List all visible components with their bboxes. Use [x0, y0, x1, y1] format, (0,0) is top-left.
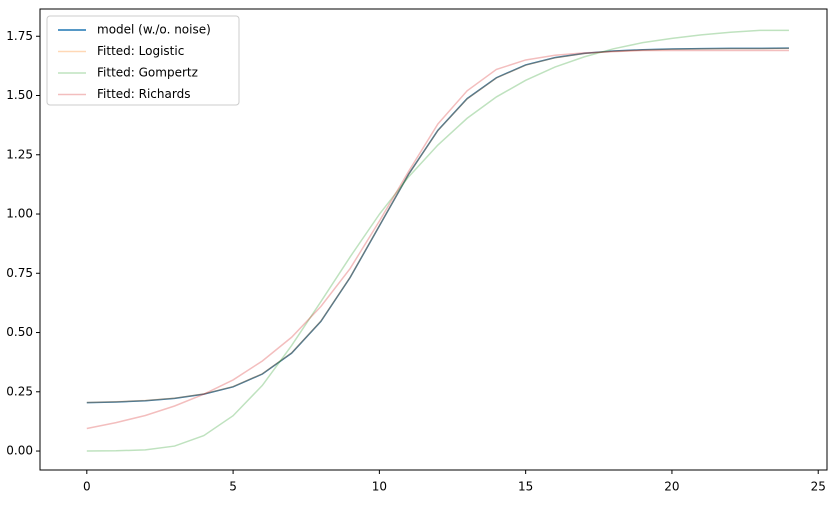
x-tick-label: 25 — [811, 480, 826, 494]
legend-label: Fitted: Logistic — [97, 44, 184, 58]
legend-box — [46, 15, 240, 106]
plot-frame — [39, 8, 828, 471]
y-tick-label: 0.00 — [6, 444, 33, 458]
series-line — [86, 47, 789, 404]
y-tick-label: 1.50 — [6, 88, 33, 102]
y-tick-label: 1.75 — [6, 29, 33, 43]
y-tick-label: 1.00 — [6, 207, 33, 221]
legend-label: Fitted: Richards — [97, 87, 190, 101]
x-tick-label: 20 — [664, 480, 679, 494]
x-tick-label: 10 — [372, 480, 387, 494]
x-tick-label: 15 — [518, 480, 533, 494]
y-tick-label: 0.75 — [6, 266, 33, 280]
series-line — [86, 47, 789, 404]
y-tick-label: 1.25 — [6, 147, 33, 161]
legend-label: Fitted: Gompertz — [97, 66, 198, 80]
y-tick-label: 0.25 — [6, 384, 33, 398]
x-tick-label: 5 — [229, 480, 237, 494]
x-tick-label: 0 — [83, 480, 91, 494]
y-tick-label: 0.50 — [6, 325, 33, 339]
legend-label: model (w./o. noise) — [97, 23, 211, 37]
series-line — [86, 49, 789, 430]
series-line — [86, 29, 789, 452]
